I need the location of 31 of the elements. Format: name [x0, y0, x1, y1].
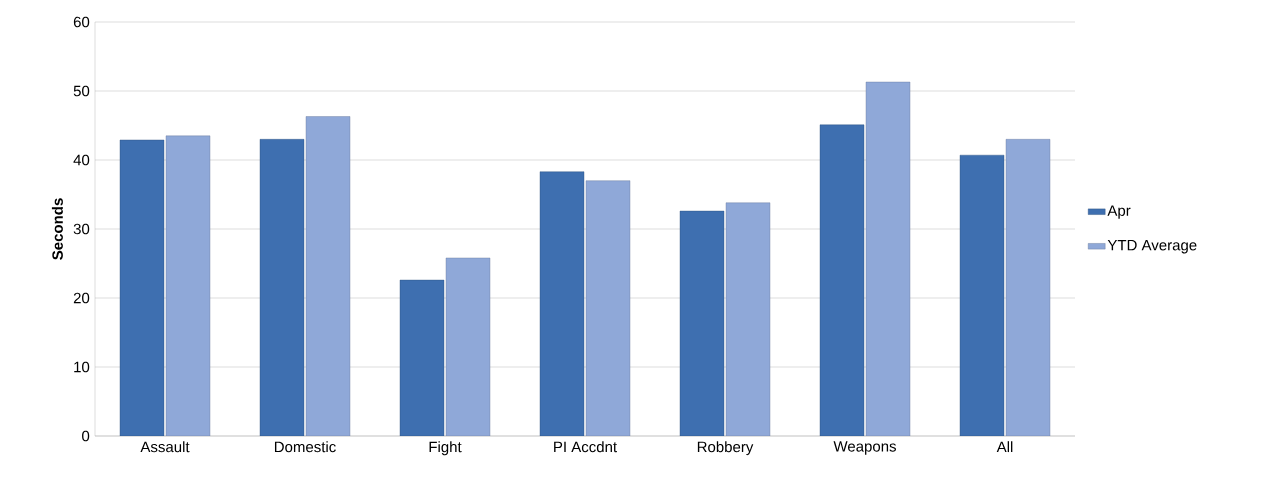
bar	[305, 116, 351, 436]
y-tick-label: 20	[73, 292, 90, 304]
x-tick-label: PI Accdnt	[554, 441, 617, 453]
x-tick-label: Fight	[429, 441, 462, 456]
bar	[959, 154, 1005, 436]
bar	[445, 257, 491, 436]
legend-label: Apr	[1107, 205, 1131, 219]
bar	[259, 139, 305, 436]
y-tick-label: 30	[73, 223, 90, 235]
bar	[865, 81, 911, 436]
y-tick-label: 60	[73, 16, 90, 28]
y-tick-label: 40	[73, 154, 90, 166]
legend-label: YTD Average	[1107, 240, 1197, 254]
x-tick-label: Domestic	[274, 441, 336, 453]
bar	[819, 124, 865, 436]
y-tick-label: 0	[82, 430, 90, 442]
bar	[539, 171, 585, 436]
bar	[119, 139, 165, 436]
x-tick-label: All	[996, 441, 1013, 453]
y-axis-title: Seconds	[51, 198, 63, 260]
bar	[1005, 139, 1051, 436]
bar	[585, 180, 631, 436]
x-tick-label: Weapons	[833, 441, 896, 455]
x-tick-label: Robbery	[697, 441, 754, 456]
bar	[725, 202, 771, 436]
bar	[165, 135, 211, 436]
bar	[399, 279, 445, 436]
x-tick-label: Assault	[140, 441, 190, 453]
y-tick-label: 10	[74, 361, 90, 373]
y-tick-label: 50	[73, 85, 90, 97]
bar	[679, 210, 725, 436]
